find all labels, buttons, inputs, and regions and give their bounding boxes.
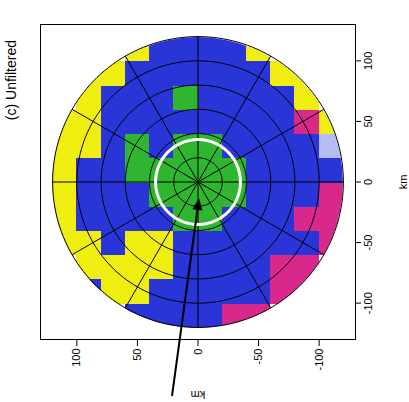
svg-text:50: 50 (362, 115, 374, 127)
svg-text:0: 0 (362, 179, 374, 185)
svg-text:-100: -100 (362, 292, 374, 314)
svg-text:100: 100 (362, 52, 374, 70)
svg-text:km: km (191, 389, 206, 401)
html-text:(c) Unfiltered: (c) Unfiltered (3, 40, 19, 121)
svg-text:km: km (397, 175, 409, 190)
svg-text:100: 100 (70, 349, 82, 367)
svg-text:-50: -50 (252, 349, 264, 365)
svg-text:0: 0 (192, 349, 204, 355)
svg-text:-100: -100 (313, 349, 325, 371)
svg-text:-50: -50 (362, 235, 374, 251)
svg-text:50: 50 (131, 349, 143, 361)
